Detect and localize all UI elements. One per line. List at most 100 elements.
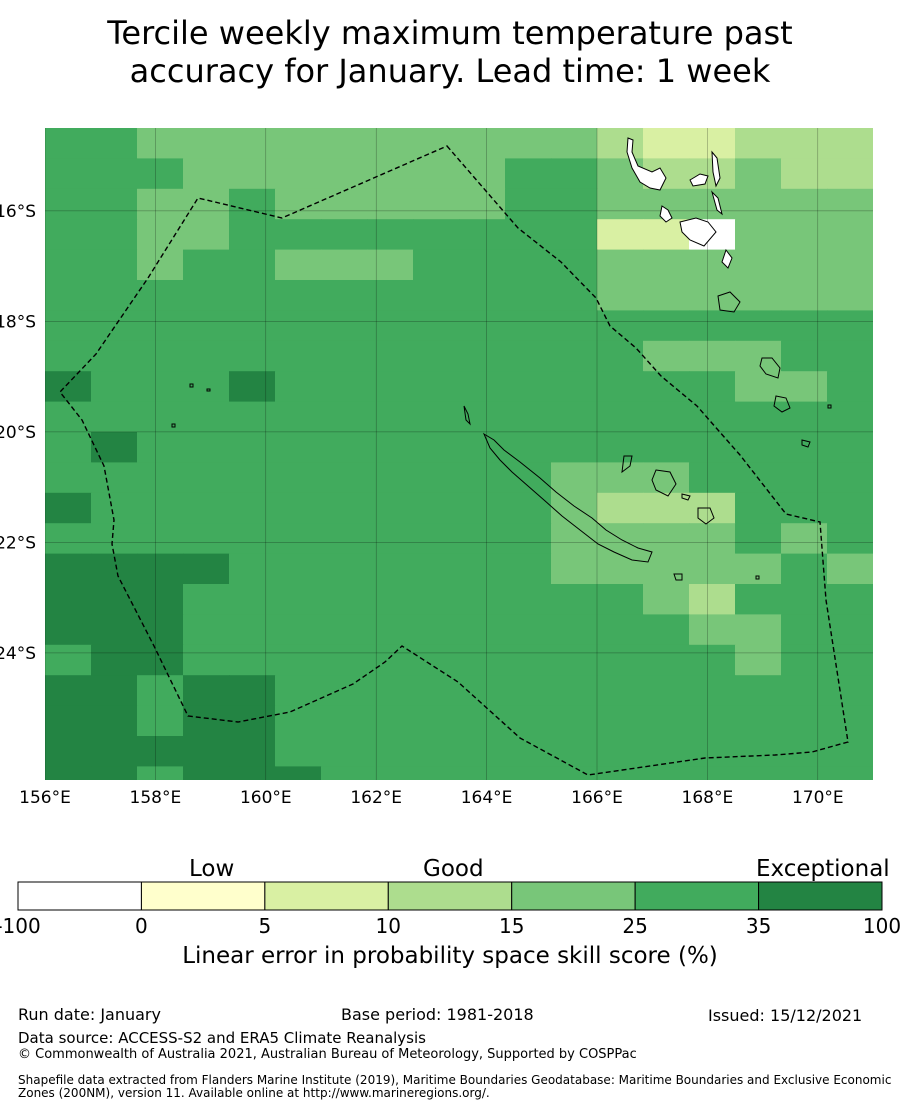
skill-cell <box>229 553 276 585</box>
skill-cell <box>367 736 414 767</box>
skill-cell <box>45 280 92 311</box>
skill-cell <box>643 675 690 707</box>
y-axis-ticks: 16°S 18°S 20°S 22°S 24°S <box>0 202 36 664</box>
skill-cell <box>781 766 828 780</box>
skill-cell <box>367 675 414 707</box>
skill-cell <box>597 432 644 463</box>
skill-cell <box>643 249 690 281</box>
skill-cell <box>183 644 230 676</box>
skill-grid-cells <box>45 128 873 780</box>
skill-cell <box>643 766 690 780</box>
colorbar-bin <box>634 881 760 911</box>
skill-cell <box>689 280 736 311</box>
island-pentecost <box>711 190 723 216</box>
colorbar-tick-label: 35 <box>746 914 771 938</box>
skill-cell <box>45 614 92 646</box>
skill-cell <box>781 401 828 433</box>
skill-cell <box>183 158 230 190</box>
skill-cell <box>551 401 598 433</box>
skill-cell <box>505 371 552 403</box>
skill-cell <box>137 766 184 780</box>
skill-cell <box>137 128 184 159</box>
skill-cell <box>45 249 92 281</box>
skill-cell <box>137 280 184 311</box>
skill-cell <box>321 340 368 372</box>
skill-cell <box>367 553 414 585</box>
skill-cell <box>275 158 322 190</box>
skill-cell <box>137 249 184 281</box>
island-aneityum <box>773 395 791 413</box>
shapefile-line-1: Shapefile data extracted from Flanders M… <box>18 1073 892 1087</box>
skill-cell <box>45 462 92 494</box>
skill-cell <box>367 432 414 463</box>
skill-cell <box>413 705 460 737</box>
skill-cell <box>45 675 92 707</box>
skill-cell <box>321 614 368 646</box>
skill-cell <box>137 584 184 615</box>
skill-cell <box>321 158 368 190</box>
skill-cell <box>689 462 736 494</box>
run-date: Run date: January <box>18 1005 161 1024</box>
island-walpole <box>827 404 832 409</box>
colorbar-tick-label: 0 <box>135 914 148 938</box>
skill-cell <box>597 249 644 281</box>
skill-cell <box>229 523 276 555</box>
skill-cell <box>827 128 873 159</box>
skill-cell <box>413 675 460 707</box>
skill-cell <box>367 401 414 433</box>
skill-cell <box>643 340 690 372</box>
skill-cell <box>781 371 828 403</box>
skill-cell <box>367 310 414 342</box>
skill-cell <box>137 553 184 585</box>
skill-cell <box>275 492 322 524</box>
copyright: © Commonwealth of Australia 2021, Austra… <box>18 1047 637 1062</box>
skill-cell <box>321 705 368 737</box>
colorbar <box>17 881 883 911</box>
skill-cell <box>505 614 552 646</box>
skill-cell <box>229 736 276 767</box>
category-good: Good <box>423 856 484 882</box>
skill-cell <box>229 219 276 251</box>
skill-cell <box>275 523 322 555</box>
skill-cell <box>827 401 873 433</box>
skill-cell <box>597 371 644 403</box>
colorbar-ticks: -100 0 5 10 15 25 35 100 <box>0 914 900 938</box>
skill-cell <box>183 614 230 646</box>
skill-cell <box>643 401 690 433</box>
x-tick-label: 160°E <box>240 788 292 808</box>
skill-cell <box>137 462 184 494</box>
skill-cell <box>459 675 506 707</box>
skill-cell <box>229 371 276 403</box>
skill-cell <box>183 249 230 281</box>
colorbar-tick-label: -100 <box>0 914 41 938</box>
island-grande-terre <box>482 432 653 563</box>
skill-cell <box>413 401 460 433</box>
skill-cell <box>183 736 230 767</box>
skill-cell <box>689 553 736 585</box>
skill-cell <box>367 644 414 676</box>
title-line-1: Tercile weekly maximum temperature past <box>107 14 793 52</box>
skill-cell <box>91 310 138 342</box>
skill-cell <box>689 492 736 524</box>
skill-cell <box>781 432 828 463</box>
skill-cell <box>45 128 92 159</box>
skill-cell <box>551 340 598 372</box>
skill-cell <box>505 128 552 159</box>
island-efate <box>721 248 733 269</box>
skill-cell <box>505 188 552 220</box>
island-tanna <box>759 357 781 379</box>
colorbar-bin <box>387 881 513 911</box>
skill-cell <box>827 675 873 707</box>
skill-cell <box>229 188 276 220</box>
skill-cell <box>735 705 782 737</box>
skill-cell <box>505 553 552 585</box>
skill-cell <box>827 523 873 555</box>
skill-cell <box>137 614 184 646</box>
skill-cell <box>597 614 644 646</box>
skill-cell <box>321 188 368 220</box>
skill-cell <box>781 553 828 585</box>
skill-cell <box>275 614 322 646</box>
skill-cell <box>643 128 690 159</box>
island-ouvea <box>621 455 633 474</box>
skill-cell <box>689 766 736 780</box>
